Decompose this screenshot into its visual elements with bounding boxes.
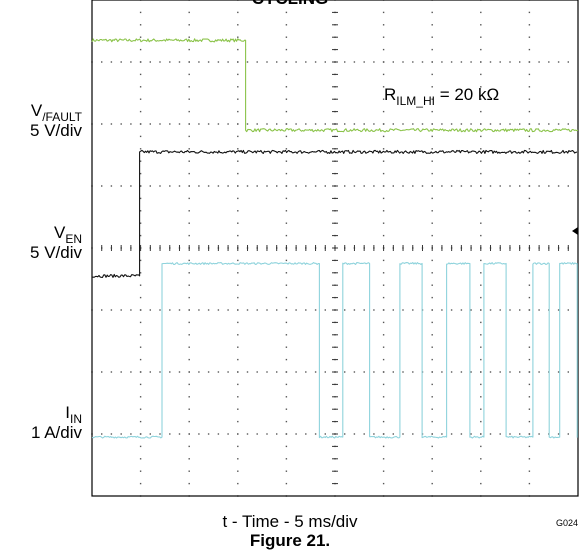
trace-en xyxy=(91,149,578,278)
traces xyxy=(91,38,579,439)
plot-grid xyxy=(91,0,569,497)
iin-label-name: IIN xyxy=(65,403,82,426)
fault-label-name: V/FAULT xyxy=(30,101,82,124)
trace-fault xyxy=(91,38,579,133)
graphic-code: G024 xyxy=(555,518,578,528)
channel-label-en: VEN 5 V/div xyxy=(30,223,82,263)
plot-frame xyxy=(91,0,579,497)
resistor-annotation: RILM_HI = 20 kΩ xyxy=(384,85,500,108)
chart-title: CYCLING xyxy=(252,0,329,9)
channel-label-fault: V/FAULT 5 V/div xyxy=(30,101,82,141)
en-scale-label: 5 V/div xyxy=(30,243,82,262)
figure-caption: Figure 21. xyxy=(249,531,331,550)
en-level-marker xyxy=(572,227,578,235)
trace-iin xyxy=(91,262,578,439)
x-axis-label: t - Time - 5 ms/div xyxy=(222,512,358,531)
en-label-name: VEN xyxy=(53,223,82,246)
iin-scale-label: 1 A/div xyxy=(30,423,82,442)
fault-scale-label: 5 V/div xyxy=(30,121,82,140)
channel-label-iin: IIN 1 A/div xyxy=(31,403,82,443)
